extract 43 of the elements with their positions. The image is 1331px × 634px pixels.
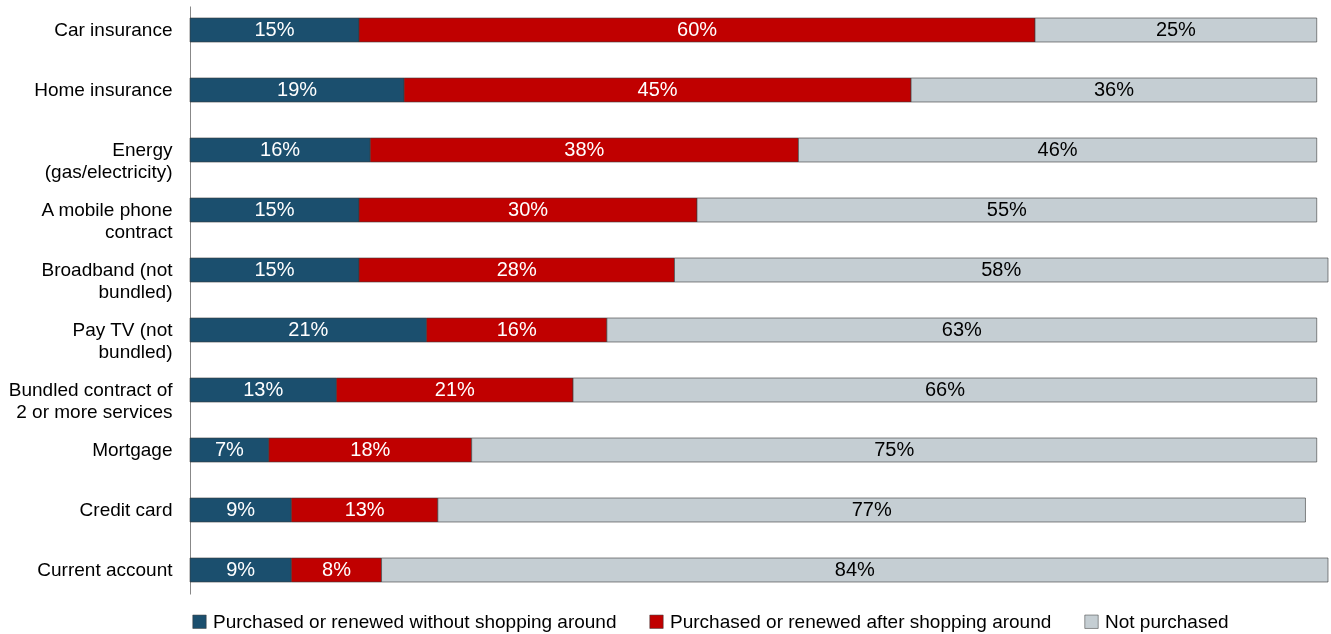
data-label: 84% xyxy=(834,558,875,580)
data-label: 28% xyxy=(496,258,537,280)
y-tick-label: A mobile phone contract xyxy=(41,199,174,242)
y-tick-label: Current account xyxy=(37,559,174,580)
data-label: 58% xyxy=(981,258,1022,280)
data-label: 16% xyxy=(496,318,537,340)
data-label: 8% xyxy=(322,558,352,580)
data-label: 9% xyxy=(226,498,256,520)
data-label: 15% xyxy=(254,198,295,220)
data-label: 19% xyxy=(277,78,318,100)
data-label: 18% xyxy=(350,438,391,460)
data-label: 9% xyxy=(226,558,256,580)
data-label: 66% xyxy=(924,378,966,400)
y-tick-label: Credit card xyxy=(79,499,173,520)
data-label: 13% xyxy=(344,498,385,520)
data-label: 15% xyxy=(254,258,295,280)
data-label: 13% xyxy=(243,378,284,400)
data-label: 46% xyxy=(1037,138,1078,160)
y-tick-label: Bundled contract of 2 or more services xyxy=(8,379,174,422)
data-label: 45% xyxy=(637,78,678,100)
data-label: 7% xyxy=(214,438,245,460)
legend-label: Purchased or renewed after shopping around xyxy=(670,610,1052,632)
data-label: 16% xyxy=(260,138,301,160)
data-label: 15% xyxy=(254,18,295,40)
data-label: 77% xyxy=(851,498,892,520)
y-tick-label: Car insurance xyxy=(54,19,173,40)
y-tick-label: Energy (gas/electricity) xyxy=(44,139,173,182)
data-label: 25% xyxy=(1155,18,1197,40)
data-label: 75% xyxy=(874,438,915,460)
data-label: 55% xyxy=(986,198,1028,220)
data-label: 38% xyxy=(564,138,605,160)
legend-label: Purchased or renewed without shopping around xyxy=(213,610,617,632)
data-label: 21% xyxy=(288,318,329,340)
y-tick-label: Home insurance xyxy=(34,79,173,100)
data-label: 60% xyxy=(677,18,718,40)
y-tick-label: Broadband (not bundled) xyxy=(41,259,174,302)
data-label: 21% xyxy=(434,378,476,400)
legend-label: Not purchased xyxy=(1105,610,1229,632)
data-label: 30% xyxy=(508,198,549,220)
data-label: 63% xyxy=(941,318,983,340)
y-tick-label: Mortgage xyxy=(92,439,173,460)
y-tick-label: Pay TV (not bundled) xyxy=(72,319,174,362)
data-label: 36% xyxy=(1093,78,1135,100)
